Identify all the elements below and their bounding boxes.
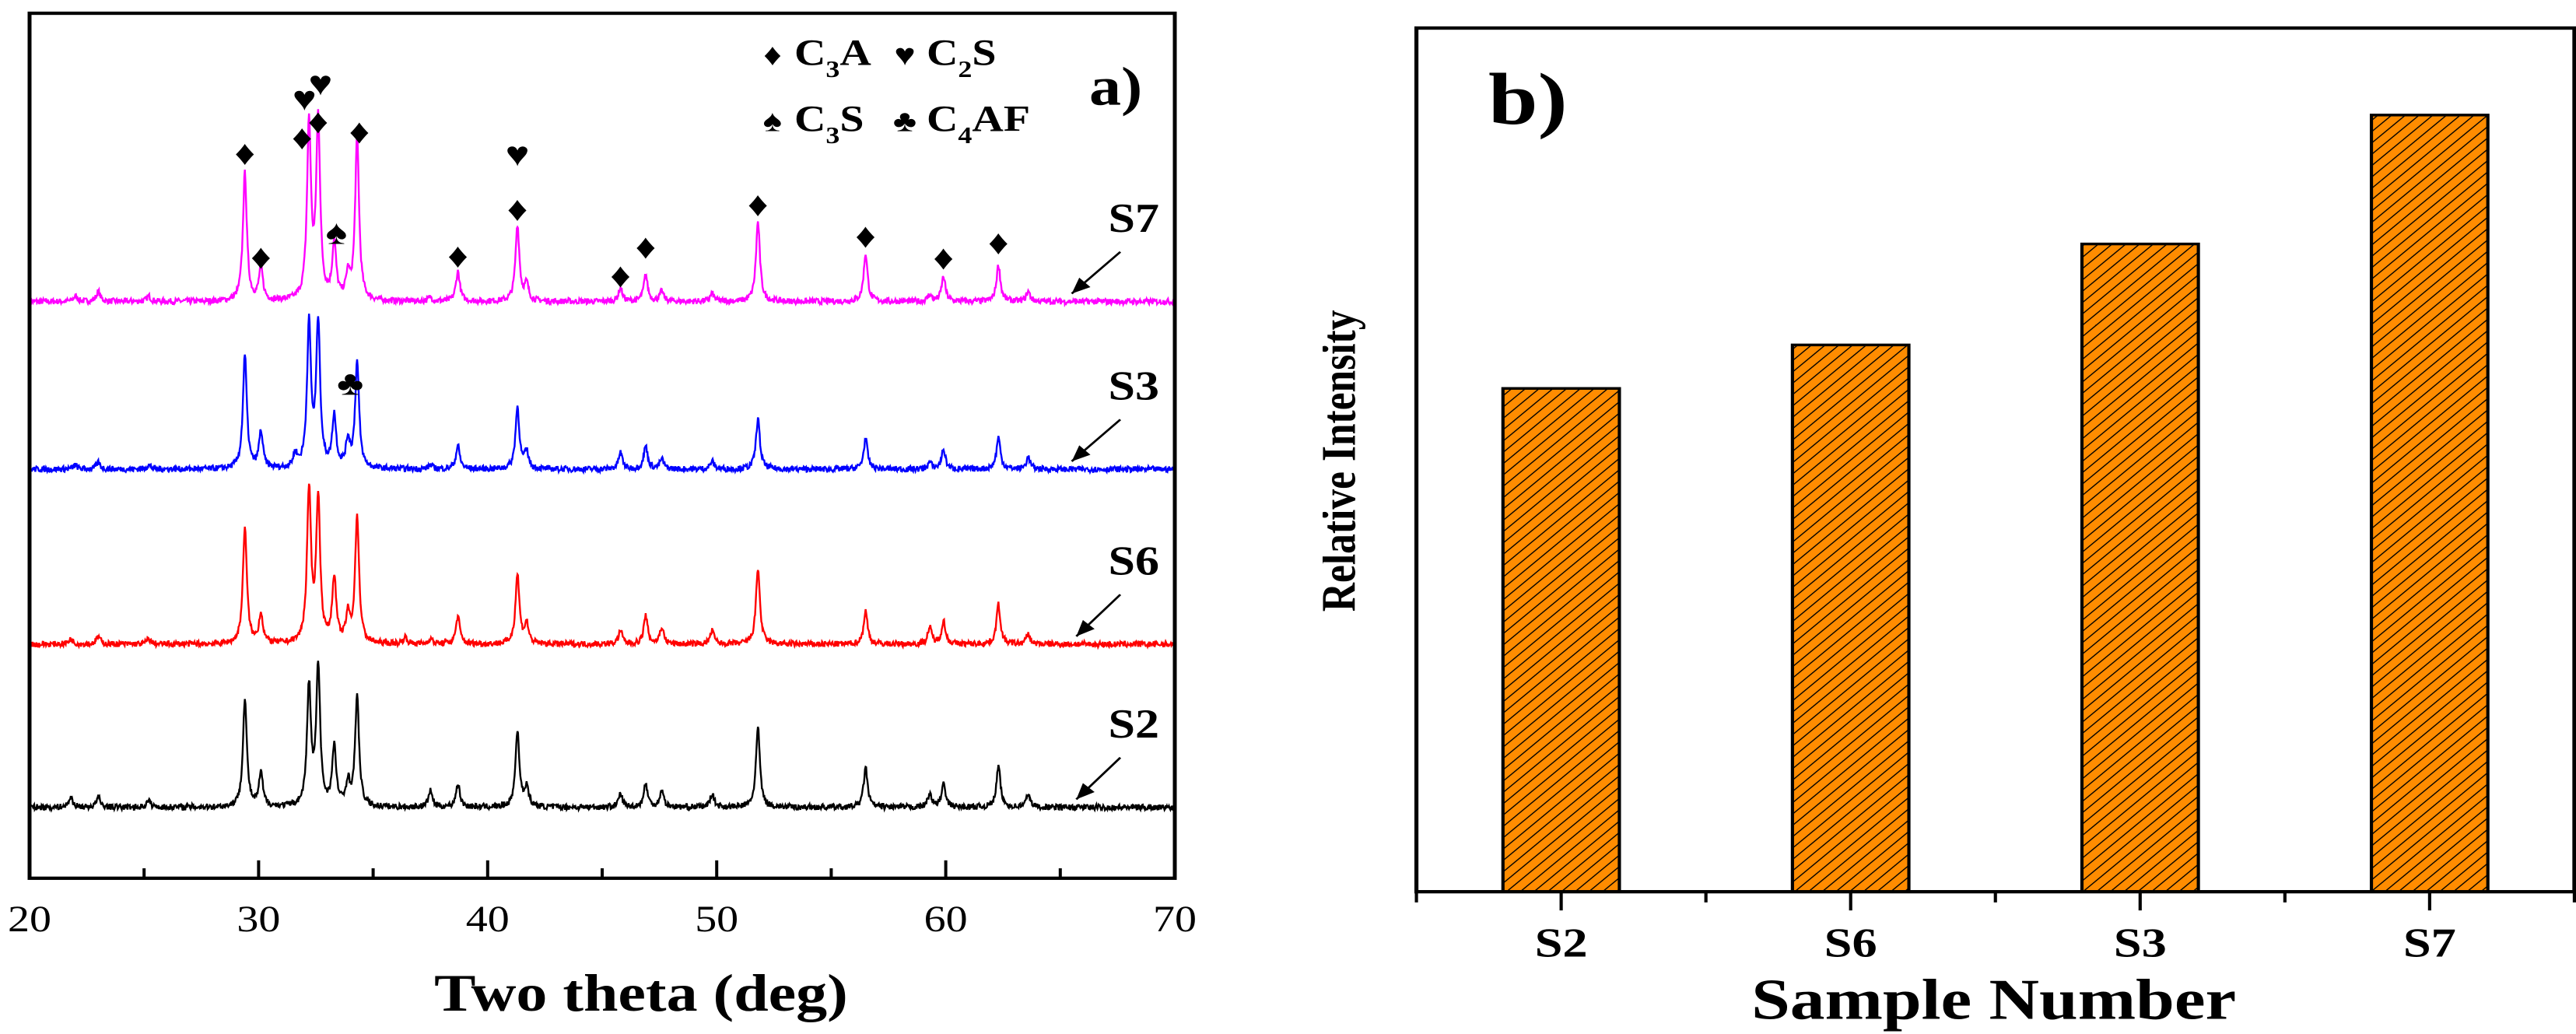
phase-markers: ♦♦♥♦♥♦♠♦♦♥♦♦♦♦♦♦ ♦♣ [234,65,1008,403]
diamond-icon: ♦ [610,257,631,295]
club-icon: ♣ [337,365,363,403]
spade-icon: ♠ [326,214,348,252]
legend-label-c4af: C4AF [927,99,1030,149]
spade-icon: ♠ [763,105,782,138]
x-axis-ticks: 20 30 40 50 60 70 [8,860,1197,940]
legend: ♦ C3A ♥ C2S♠ C3S ♣ C4AF [763,33,1030,149]
bar-s3 [2080,242,2200,893]
heart-icon: ♥ [894,39,915,72]
legend-label-subscript: 3 [825,56,839,82]
diamond-icon: ♦ [308,103,329,142]
legend-label-c3s: C3S [794,99,864,149]
diamond-icon: ♦ [933,239,954,277]
legend-label-part: C [794,99,825,139]
xrd-series-group [28,109,1176,813]
arrow-head-icon [1071,445,1091,461]
heart-icon: ♥ [506,135,530,174]
diamond-icon: ♦ [763,39,781,72]
legend-label-part: S [839,99,864,139]
series-label-s7: S7 [1109,196,1159,241]
arrow-head-icon [1071,277,1091,294]
x-tick-label: 20 [8,899,51,940]
relative-intensity-chart: S2 S6 S3 S7 b) Relative Intensity Sample Nu… [1323,26,2576,1032]
legend-label-subscript: 2 [958,56,972,82]
legend-label-subscript: 4 [958,122,972,149]
series-label-s6: S6 [1109,539,1159,584]
diamond-icon: ♦ [855,217,876,255]
diamond-icon: ♦ [292,119,313,157]
series-line-s3 [28,314,1176,475]
legend-label-part: C [927,99,958,139]
x-axis-title: Sample Number [1751,968,2236,1032]
legend-label-c2s: C2S [927,33,997,82]
x-tick-label: 60 [924,899,968,940]
series-line-s6 [28,483,1176,650]
x-tick-label: 30 [237,899,280,940]
series-label-s3: S3 [1109,364,1159,409]
y-axis-title: Relative Intensity [1323,310,1366,612]
legend-label-subscript: 3 [825,122,839,149]
diamond-icon: ♦ [636,229,657,267]
xrd-chart: 20 30 40 50 60 70 ♦♦♥♦♥♦♠♦♦♥♦♦♦♦♦♦ ♦♣ ♦ C3A ♥ C2S… [8,11,1197,1023]
legend-label-part: S [972,33,996,73]
x-axis-title: Two theta (deg) [434,965,848,1023]
diamond-icon: ♦ [447,237,468,275]
bars-group [1501,114,2490,893]
x-tick-label-s7: S7 [2403,920,2456,966]
legend-label-part: A [839,33,871,73]
series-line-s7 [28,109,1176,308]
x-axis-ticks: S2 S6 S3 S7 [1414,892,2576,966]
legend-label-part: AF [972,99,1030,139]
bar-s7 [2369,114,2490,893]
x-tick-label-s2: S2 [1535,920,1588,966]
x-tick-label-s6: S6 [1824,920,1877,966]
panel-label-a: a) [1089,57,1142,117]
series-label-s2: S2 [1109,702,1159,747]
diamond-icon: ♦ [988,224,1009,262]
diamond-icon: ♦ [251,239,272,277]
x-tick-label-s3: S3 [2114,920,2167,966]
series-labels: S7 S3 S6 S2 [1071,196,1159,801]
diamond-icon: ♦ [507,191,528,229]
heart-icon: ♥ [308,65,332,103]
bar-s2 [1501,387,1621,893]
heart-icon: ♥ [293,80,317,118]
legend-label-part: C [927,33,958,73]
bar-s6 [1790,343,1911,893]
legend-label-part: C [794,33,825,73]
arrow-head-icon [1076,783,1095,800]
x-tick-label: 40 [466,899,510,940]
x-tick-label: 50 [695,899,738,940]
club-icon: ♣ [893,105,916,138]
diamond-icon: ♦ [234,135,255,173]
x-tick-label: 70 [1153,899,1197,940]
arrow-head-icon [1076,619,1095,636]
legend-label-c3a: C3A [794,33,871,82]
plot-frame [27,11,1177,880]
plot-frame [1414,26,2576,894]
panel-label-b: b) [1488,58,1568,139]
diamond-icon: ♦ [748,186,769,224]
series-line-s2 [29,661,1176,813]
diamond-icon: ♦ [349,113,370,151]
